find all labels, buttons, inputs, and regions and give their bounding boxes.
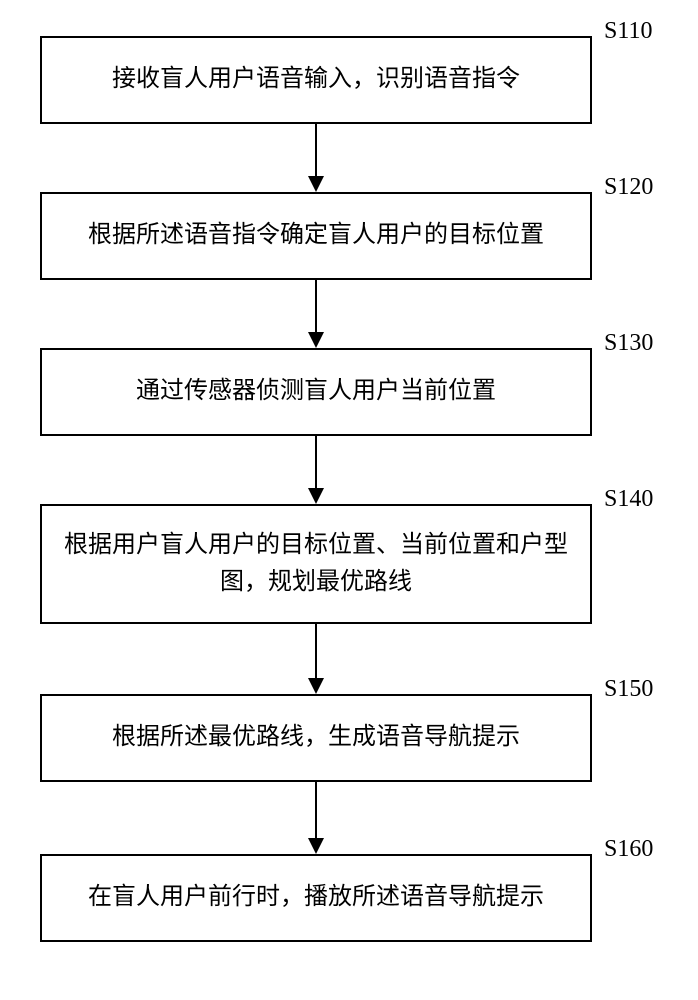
step-label-s120: S120 <box>604 174 653 201</box>
flow-node-text: 在盲人用户前行时，播放所述语音导航提示 <box>88 879 544 916</box>
step-label-s130: S130 <box>604 330 653 357</box>
step-label-s140: S140 <box>604 486 653 513</box>
flow-node-s140: 根据用户盲人用户的目标位置、当前位置和户型图，规划最优路线 <box>40 504 592 624</box>
step-label-s110: S110 <box>604 18 652 45</box>
flow-node-text: 根据所述语音指令确定盲人用户的目标位置 <box>88 217 544 254</box>
flow-node-s150: 根据所述最优路线，生成语音导航提示 <box>40 694 592 782</box>
arrow-head-icon <box>308 332 324 348</box>
arrow-line <box>315 124 318 176</box>
arrow-line <box>315 280 318 332</box>
flow-node-text: 根据所述最优路线，生成语音导航提示 <box>112 719 520 756</box>
flow-node-s110: 接收盲人用户语音输入，识别语音指令 <box>40 36 592 124</box>
arrow-head-icon <box>308 678 324 694</box>
arrow-line <box>315 624 318 678</box>
step-label-s150: S150 <box>604 676 653 703</box>
flow-node-text: 接收盲人用户语音输入，识别语音指令 <box>112 61 520 98</box>
flow-node-s130: 通过传感器侦测盲人用户当前位置 <box>40 348 592 436</box>
flow-node-text: 通过传感器侦测盲人用户当前位置 <box>136 373 496 410</box>
arrow-head-icon <box>308 488 324 504</box>
arrow-line <box>315 782 318 838</box>
flow-node-text: 根据用户盲人用户的目标位置、当前位置和户型图，规划最优路线 <box>62 527 570 601</box>
arrow-head-icon <box>308 838 324 854</box>
flowchart-container: 接收盲人用户语音输入，识别语音指令 S110 根据所述语音指令确定盲人用户的目标… <box>0 0 698 1000</box>
arrow-head-icon <box>308 176 324 192</box>
arrow-line <box>315 436 318 488</box>
flow-node-s160: 在盲人用户前行时，播放所述语音导航提示 <box>40 854 592 942</box>
step-label-s160: S160 <box>604 836 653 863</box>
flow-node-s120: 根据所述语音指令确定盲人用户的目标位置 <box>40 192 592 280</box>
